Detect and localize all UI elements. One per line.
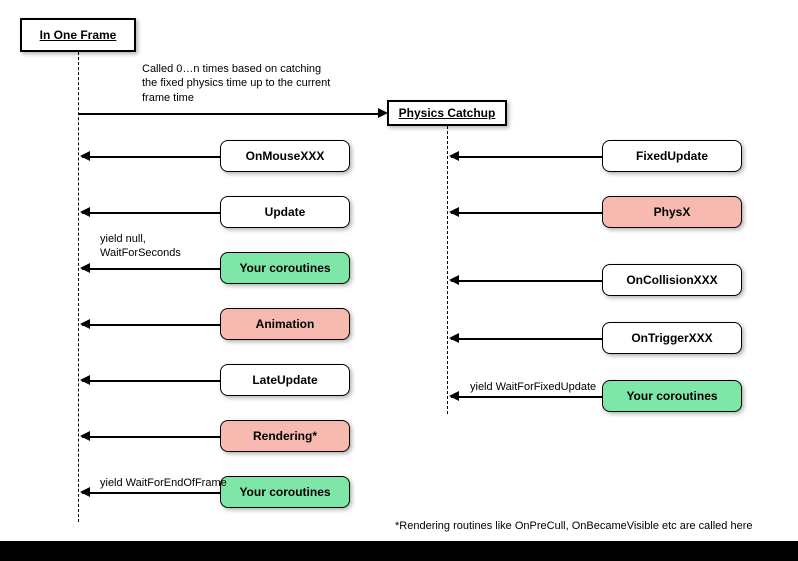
arrowhead-physx <box>449 207 459 217</box>
box-ontrigger: OnTriggerXXX <box>602 322 742 354</box>
label-physx: PhysX <box>654 205 691 219</box>
label-coroutines2: Your coroutines <box>239 485 330 499</box>
arrowhead-coroutines1 <box>80 263 90 273</box>
arrowhead-update <box>80 207 90 217</box>
box-physx: PhysX <box>602 196 742 228</box>
physics-lifeline <box>447 126 448 414</box>
label-fixedupdate: FixedUpdate <box>636 149 708 163</box>
label-oncollision: OnCollisionXXX <box>626 273 717 287</box>
arrowhead-rendering <box>80 431 90 441</box>
yield-null-line2: WaitForSeconds <box>100 246 181 260</box>
arrowhead-coroutines3 <box>449 391 459 401</box>
arrowhead-to-physics <box>378 108 388 118</box>
yield-fixed-label: yield WaitForFixedUpdate <box>470 380 596 394</box>
arrowhead-onmouse <box>80 151 90 161</box>
box-fixedupdate: FixedUpdate <box>602 140 742 172</box>
frame-header-label: In One Frame <box>40 28 117 42</box>
arrowhead-animation <box>80 319 90 329</box>
box-coroutines2: Your coroutines <box>220 476 350 508</box>
box-oncollision: OnCollisionXXX <box>602 264 742 296</box>
box-rendering: Rendering* <box>220 420 350 452</box>
arrowhead-fixedupdate <box>449 151 459 161</box>
arrow-coroutines2 <box>82 492 220 494</box>
arrow-oncollision <box>451 280 602 282</box>
box-update: Update <box>220 196 350 228</box>
arrow-animation <box>82 324 220 326</box>
box-coroutines3: Your coroutines <box>602 380 742 412</box>
arrow-to-physics <box>79 113 379 115</box>
arrow-lateupdate <box>82 380 220 382</box>
yield-eof-text: yield WaitForEndOfFrame <box>100 477 227 489</box>
yield-eof-label: yield WaitForEndOfFrame <box>100 476 227 490</box>
box-coroutines1: Your coroutines <box>220 252 350 284</box>
yield-null-label: yield null, WaitForSeconds <box>100 232 181 261</box>
frame-lifeline <box>78 52 79 522</box>
arrow-physx <box>451 212 602 214</box>
label-rendering: Rendering* <box>253 429 317 443</box>
label-onmouse: OnMouseXXX <box>246 149 325 163</box>
label-update: Update <box>265 205 306 219</box>
box-onmouse: OnMouseXXX <box>220 140 350 172</box>
arrow-rendering <box>82 436 220 438</box>
catchup-note-line2: the fixed physics time up to the current <box>142 76 330 90</box>
arrow-onmouse <box>82 156 220 158</box>
arrow-coroutines1 <box>82 268 220 270</box>
arrow-fixedupdate <box>451 156 602 158</box>
frame-header: In One Frame <box>20 18 136 52</box>
arrow-ontrigger <box>451 338 602 340</box>
footnote-text: *Rendering routines like OnPreCull, OnBe… <box>395 520 752 532</box>
label-coroutines1: Your coroutines <box>239 261 330 275</box>
arrowhead-coroutines2 <box>80 487 90 497</box>
catchup-note-line1: Called 0…n times based on catching <box>142 62 330 76</box>
label-coroutines3: Your coroutines <box>626 389 717 403</box>
physics-header: Physics Catchup <box>387 100 507 126</box>
arrowhead-lateupdate <box>80 375 90 385</box>
label-ontrigger: OnTriggerXXX <box>631 331 712 345</box>
arrow-update <box>82 212 220 214</box>
rendering-footnote: *Rendering routines like OnPreCull, OnBe… <box>395 520 752 532</box>
label-animation: Animation <box>256 317 315 331</box>
arrowhead-oncollision <box>449 275 459 285</box>
arrow-coroutines3 <box>451 396 602 398</box>
catchup-note-line3: frame time <box>142 91 330 105</box>
diagram-canvas: In One Frame Physics Catchup OnMouseXXX … <box>0 0 798 541</box>
yield-null-line1: yield null, <box>100 232 181 246</box>
arrowhead-ontrigger <box>449 333 459 343</box>
box-animation: Animation <box>220 308 350 340</box>
box-lateupdate: LateUpdate <box>220 364 350 396</box>
catchup-note: Called 0…n times based on catching the f… <box>142 62 330 105</box>
physics-header-label: Physics Catchup <box>399 106 496 120</box>
yield-fixed-text: yield WaitForFixedUpdate <box>470 381 596 393</box>
label-lateupdate: LateUpdate <box>252 373 317 387</box>
